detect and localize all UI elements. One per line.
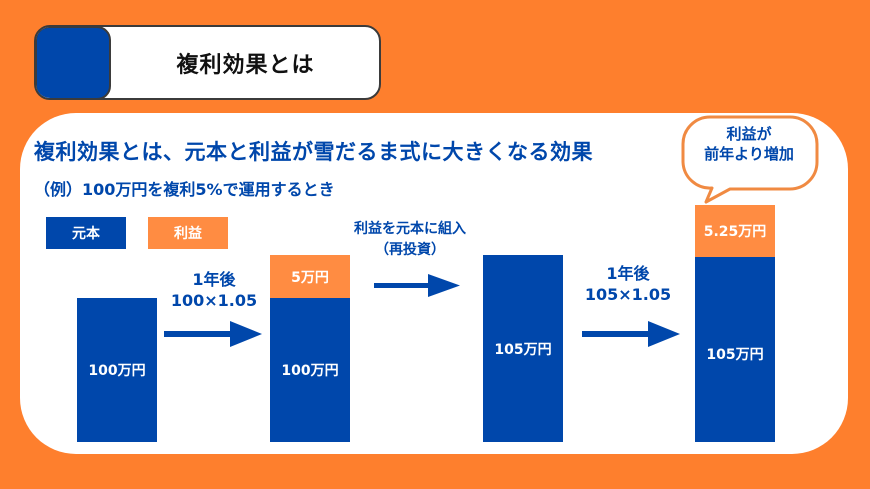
example-text: （例）100万円を複利5%で運用するとき: [34, 180, 335, 199]
bar-label: 100万円: [281, 363, 339, 379]
step-1-line1: 1年後: [192, 270, 236, 289]
legend-principal: 元本: [46, 217, 126, 249]
legend-profit-label: 利益: [174, 226, 202, 242]
speech-bubble-icon: [681, 115, 819, 204]
bar-label: 105万円: [706, 347, 764, 363]
page-title: 複利効果とは: [176, 52, 315, 78]
bar-label: 5万円: [291, 269, 329, 286]
bar-principal-reinvested: 105万円: [483, 255, 563, 442]
title-accent-block: [36, 27, 111, 98]
headline: 複利効果とは、元本と利益が雪だるま式に大きくなる効果: [34, 140, 593, 164]
bar-principal-year2: 105万円: [695, 257, 775, 442]
step-2-line2: （再投資）: [375, 242, 445, 258]
bubble-line2: 前年より増加: [704, 145, 794, 164]
bar-principal-year1: 100万円: [270, 298, 350, 442]
bubble-line1: 利益が: [726, 125, 772, 143]
legend-profit: 利益: [148, 217, 228, 249]
step-3-label: 1年後 105×1.05: [574, 264, 682, 306]
title-banner: 複利効果とは: [34, 25, 381, 100]
arrow-right-icon: [374, 274, 460, 297]
bar-profit-year2: 5.25万円: [695, 205, 775, 257]
step-3-line2: 105×1.05: [584, 284, 672, 304]
step-2-label: 利益を元本に組入 （再投資）: [325, 219, 495, 261]
arrow-right-icon: [164, 321, 262, 347]
bubble-text: 利益が 前年より増加: [683, 124, 815, 165]
step-2-line1: 利益を元本に組入: [354, 221, 466, 237]
bar-principal-initial: 100万円: [77, 298, 157, 442]
bar-profit-year1: 5万円: [270, 255, 350, 298]
bar-label: 105万円: [494, 341, 552, 358]
arrow-right-icon: [582, 321, 680, 347]
bar-label: 100万円: [88, 363, 146, 379]
legend-principal-label: 元本: [72, 226, 100, 242]
step-1-line2: 100×1.05: [170, 290, 258, 310]
bar-label: 5.25万円: [703, 224, 767, 240]
step-3-line1: 1年後: [606, 264, 650, 283]
step-1-label: 1年後 100×1.05: [160, 270, 268, 312]
